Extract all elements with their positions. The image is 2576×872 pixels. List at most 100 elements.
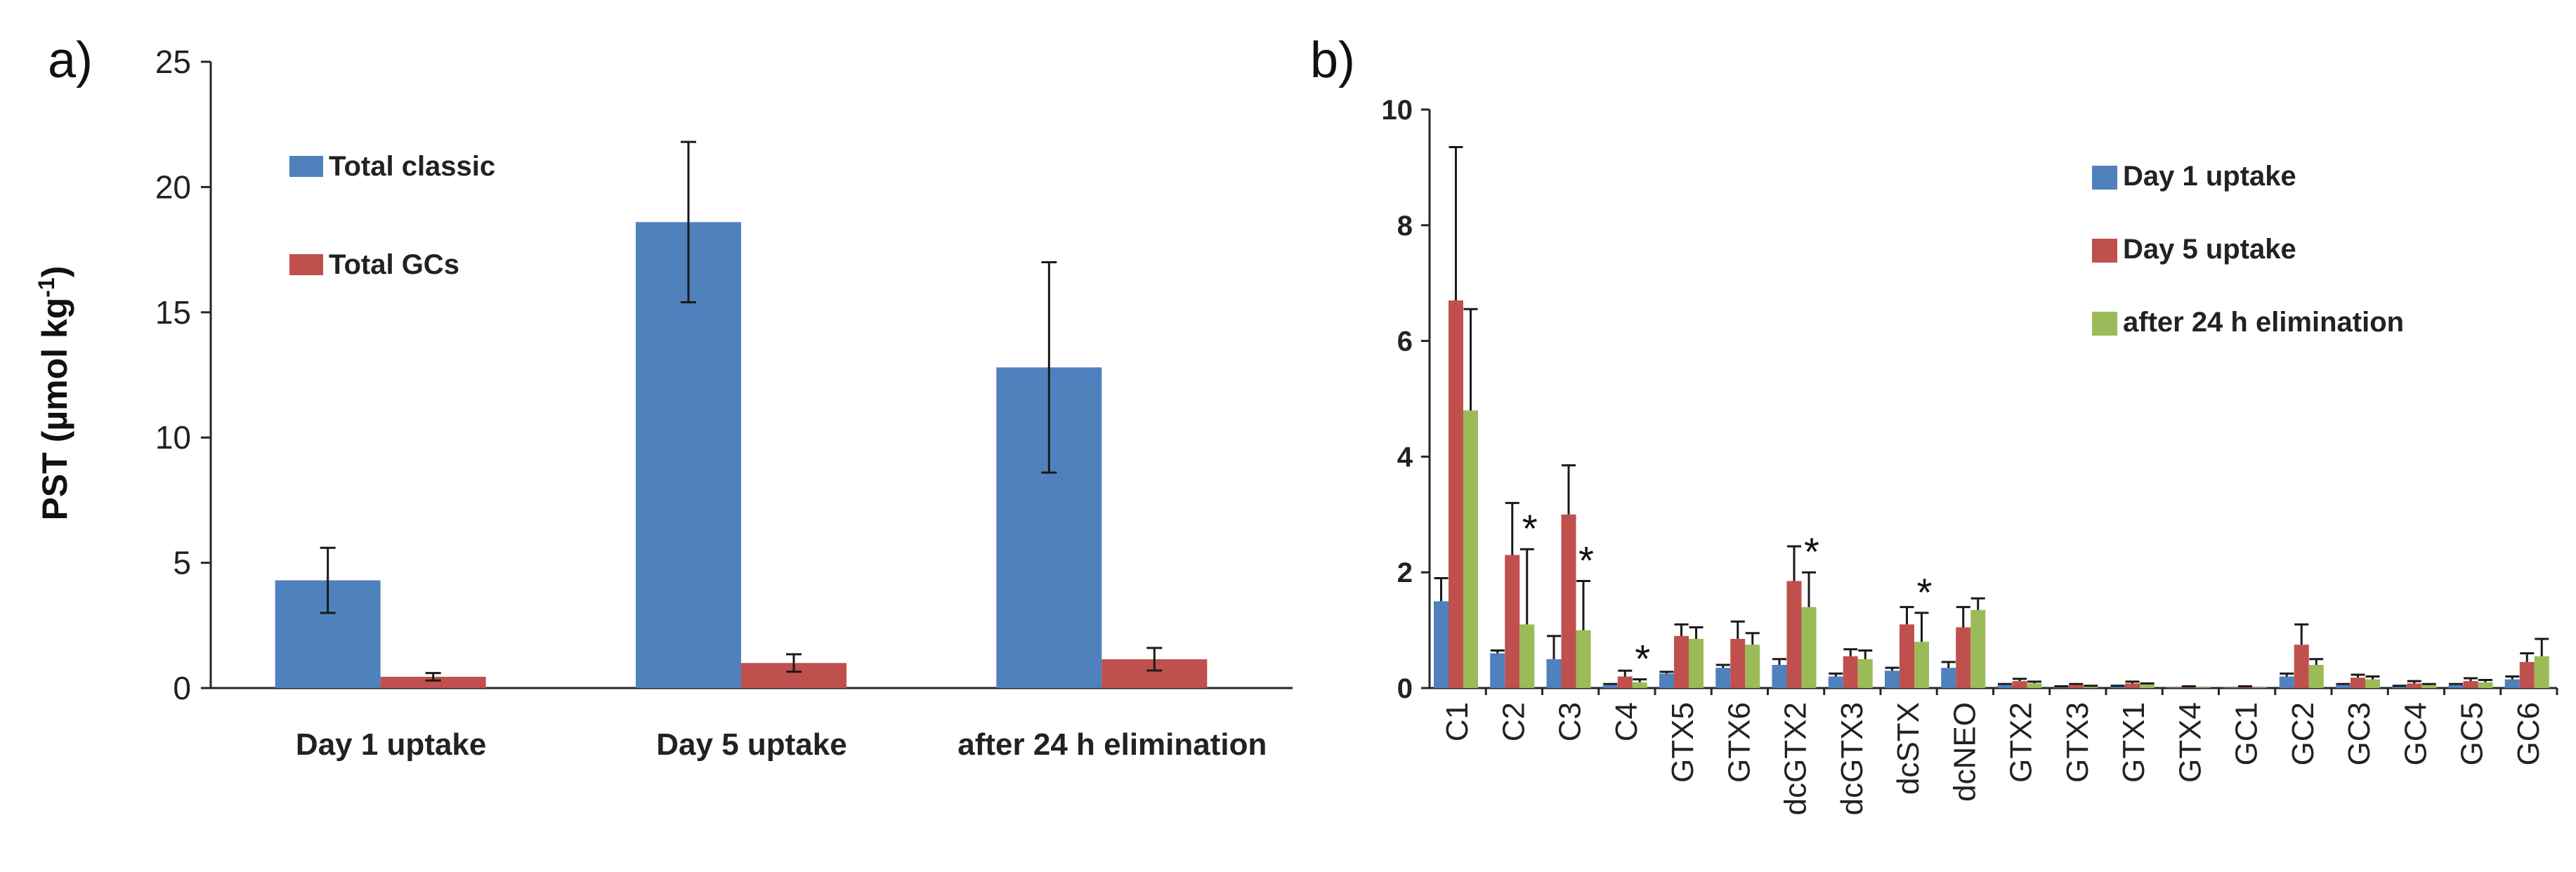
- panel-b-category-label: GTX4: [2173, 702, 2207, 783]
- panel-b-bar: [2534, 656, 2549, 688]
- panel-b-category-label: GC1: [2230, 702, 2264, 765]
- panel-b-bar: [2068, 685, 2084, 688]
- panel-b-bar: [2223, 687, 2238, 688]
- panel-a-category-label: Day 5 uptake: [656, 727, 846, 762]
- panel-a-y-tick-label: 25: [155, 44, 191, 80]
- panel-a-legend: Total classic Total GCs: [289, 151, 495, 280]
- panel-b-significance-star: *: [1917, 570, 1933, 614]
- panel-b-bar: [2181, 687, 2197, 688]
- panel-b-category-label: dcGTX3: [1835, 702, 1869, 815]
- panel-b-bar: [1786, 581, 1802, 688]
- panel-b-bar: [1857, 659, 1873, 688]
- panel-b-bar: [1617, 676, 1633, 688]
- panel-b-y-tick-label: 10: [1382, 95, 1413, 126]
- panel-b-bar: [2110, 686, 2125, 688]
- panel-b-legend-swatch: [2092, 166, 2117, 190]
- panel-a-label: a): [48, 32, 93, 88]
- panel-b-bar: [1434, 601, 1449, 688]
- panel-b-bar: [2365, 679, 2380, 688]
- panel-a-bar: [380, 676, 486, 688]
- panel-a-y-tick-label: 10: [155, 419, 191, 456]
- panel-b-bar: [1801, 607, 1817, 688]
- panel-b-y-tick-label: 8: [1397, 211, 1413, 242]
- panel-b-category-label: GTX5: [1666, 702, 1700, 783]
- panel-b-category-label: GTX6: [1722, 702, 1756, 783]
- panel-b-category-label: GTX3: [2060, 702, 2095, 783]
- panel-b-category-label: GC2: [2286, 702, 2320, 765]
- panel-b-bar: [2336, 685, 2351, 688]
- panel-a-legend-swatch: [289, 156, 323, 177]
- panel-a: a) PST (µmol kg-1) 0 5 10 15 20 25 Day 1 upta…: [34, 32, 1293, 762]
- panel-b-category-label: C1: [1440, 702, 1475, 741]
- panel-b-bar: [2519, 661, 2535, 688]
- panel-b-bar: [2140, 685, 2155, 688]
- panel-a-legend-swatch: [289, 254, 323, 275]
- panel-a-y-tick-label: 0: [173, 670, 191, 706]
- panel-b-bar: [2012, 681, 2027, 688]
- panel-a-y-axis-title: PST (µmol kg-1): [34, 266, 74, 521]
- panel-b-bar: [2392, 686, 2407, 688]
- panel-b-legend-label: Day 1 uptake: [2123, 161, 2296, 192]
- panel-b-category-label: dcSTX: [1891, 702, 1926, 795]
- panel-b-bar: [1828, 676, 1843, 688]
- panel-b-legend-label: after 24 h elimination: [2123, 307, 2404, 338]
- panel-b-category-labels: C1 C2 C3 C4 GTX5 GTX6 dcGTX2 dcGTX3 dcSTX dcNEO GT…: [1440, 702, 2546, 815]
- panel-b-bar: [1772, 665, 1787, 688]
- panel-b-bars: [1434, 146, 2549, 688]
- panel-b-bar: [1659, 673, 1674, 688]
- panel-b-bar: [2463, 681, 2478, 688]
- panel-a-y-tick-label: 5: [173, 545, 191, 581]
- panel-b-bar: [1843, 656, 1858, 688]
- panel-b-bar: [1463, 410, 1478, 688]
- panel-b-bar: [1914, 642, 1929, 688]
- panel-b-bar: [1941, 668, 1956, 688]
- panel-b-significance-star: *: [1578, 539, 1594, 583]
- panel-b-bar: [2237, 687, 2253, 688]
- panel-a-legend-label: Total classic: [329, 151, 495, 182]
- panel-b-bar: [2448, 685, 2464, 688]
- panel-b-bar: [2125, 683, 2140, 688]
- panel-b-bar: [1561, 514, 1576, 688]
- panel-b-bar: [2504, 679, 2520, 688]
- panel-b-category-label: C4: [1609, 702, 1644, 741]
- panel-b-bar: [1745, 645, 1760, 688]
- panel-b-legend-swatch: [2092, 312, 2117, 336]
- panel-b-bar: [1997, 685, 2013, 688]
- panel-a-bars: [275, 140, 1208, 688]
- panel-b-significance-star: *: [1635, 637, 1650, 681]
- panel-b-category-label: C2: [1496, 702, 1531, 741]
- panel-b-category-label: GTX1: [2117, 702, 2151, 783]
- panel-b-significance-markers: * * * * *: [1522, 506, 1933, 680]
- panel-b-category-label: GC4: [2398, 702, 2433, 765]
- panel-b-y-tick-label: 4: [1397, 442, 1413, 473]
- panel-b-category-label: GC6: [2511, 702, 2546, 765]
- panel-b-category-label: C3: [1553, 702, 1588, 741]
- panel-b-bar: [1505, 555, 1520, 688]
- panel-b-bar: [1689, 638, 1704, 688]
- panel-b-bar: [2196, 687, 2211, 688]
- panel-b-bar: [1602, 685, 1618, 688]
- panel-b-category-label: GTX2: [2004, 702, 2039, 783]
- panel-b-bar: [1885, 670, 1900, 688]
- panel-b-bar: [1546, 659, 1562, 688]
- panel-b-y-tick-label: 6: [1397, 326, 1413, 357]
- panel-b-bar: [1715, 668, 1731, 688]
- panel-b-bar: [2252, 687, 2268, 688]
- panel-a-y-tick-label: 20: [155, 169, 191, 205]
- panel-b-y-tick-label: 2: [1397, 557, 1413, 588]
- panel-a-y-tick-label: 15: [155, 294, 191, 331]
- panel-b-bar: [2407, 683, 2422, 688]
- panel-b-bar: [1519, 624, 1535, 688]
- panel-b-bar: [1730, 638, 1746, 688]
- panel-b-significance-star: *: [1522, 506, 1538, 550]
- panel-b-category-label: GC5: [2455, 702, 2490, 765]
- panel-b-category-label: dcNEO: [1947, 702, 1982, 802]
- panel-b-bar: [2351, 678, 2365, 688]
- panel-b-label: b): [1310, 32, 1355, 88]
- panel-b-bar: [1674, 635, 1689, 688]
- panel-b-y-tick-label: 0: [1397, 673, 1413, 704]
- panel-b-significance-star: *: [1804, 529, 1819, 574]
- panel-b-bar: [1576, 630, 1591, 688]
- panel-b-bar: [1490, 653, 1505, 688]
